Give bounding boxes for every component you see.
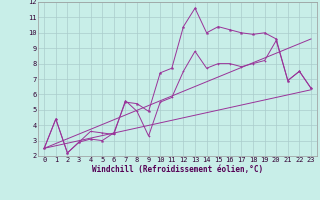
- X-axis label: Windchill (Refroidissement éolien,°C): Windchill (Refroidissement éolien,°C): [92, 165, 263, 174]
